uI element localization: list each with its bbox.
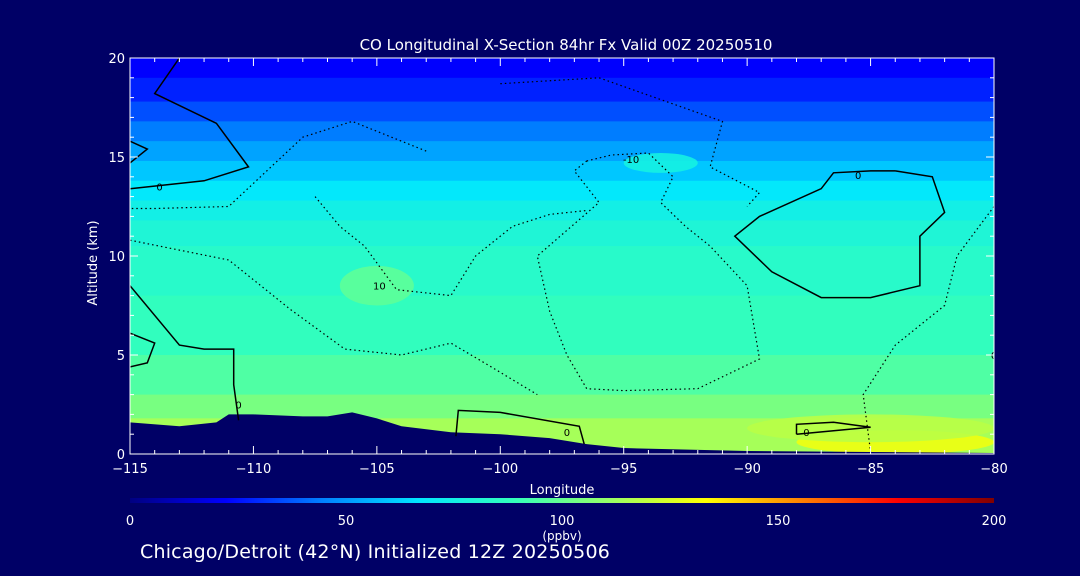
contour-line-zero xyxy=(130,58,250,190)
contour-label: 0 xyxy=(156,183,162,194)
y-tick-label: 15 xyxy=(108,151,125,166)
colorbar-tick-label: 0 xyxy=(126,514,134,529)
contour-label: 0 xyxy=(855,171,861,182)
colorbar: 0 50 100 150 200 xyxy=(126,498,1007,529)
co-patch xyxy=(623,153,698,173)
co-patch xyxy=(339,265,414,306)
contour-line-negative xyxy=(862,206,994,453)
co-band xyxy=(130,220,994,247)
colorbar-unit: (ppbv) xyxy=(542,529,581,543)
colorbar-tick-label: 100 xyxy=(550,514,575,529)
contour-line-zero xyxy=(130,332,156,368)
colorbar-tick-label: 50 xyxy=(338,514,355,529)
x-tick-label: −100 xyxy=(482,462,518,477)
contour-label: 10 xyxy=(373,282,386,293)
contour-label: 0 xyxy=(991,351,997,362)
co-band xyxy=(130,77,994,103)
co-field xyxy=(130,58,994,454)
x-tick-label: −80 xyxy=(980,462,1007,477)
contour-line-zero xyxy=(130,140,149,164)
x-tick-label: −110 xyxy=(236,462,272,477)
colorbar-tick-label: 200 xyxy=(982,514,1007,529)
terrain-mask xyxy=(130,412,994,454)
co-band xyxy=(130,355,994,396)
co-band xyxy=(130,180,994,202)
contour-label: 0 xyxy=(235,401,241,412)
y-tick-label: 5 xyxy=(117,349,125,364)
contour-line-zero xyxy=(795,421,871,435)
colorbar-tick-label: 150 xyxy=(766,514,791,529)
x-tick-label: −105 xyxy=(359,462,395,477)
colorbar-ramp xyxy=(130,498,994,503)
contour-label: 0 xyxy=(803,428,809,439)
x-tick-label: −85 xyxy=(857,462,884,477)
co-band xyxy=(130,295,994,356)
co-band xyxy=(130,200,994,221)
y-tick-label: 0 xyxy=(117,448,125,463)
co-band xyxy=(130,101,994,122)
co-band xyxy=(130,160,994,182)
x-tick-label: −115 xyxy=(112,462,148,477)
chart-title: CO Longitudinal X-Section 84hr Fx Valid … xyxy=(360,36,773,54)
x-tick-label: −90 xyxy=(733,462,760,477)
contour-line-zero xyxy=(455,409,585,445)
contour-lines: 0 -10 0 10 0 0 0 0 xyxy=(130,58,997,453)
contour-line-negative xyxy=(130,120,427,210)
co-band xyxy=(130,246,994,297)
x-axis-label: Longitude xyxy=(530,483,595,498)
contour-line-zero xyxy=(733,170,946,299)
footer-caption: Chicago/Detroit (42°N) Initialized 12Z 2… xyxy=(140,541,611,563)
x-tick-label: −95 xyxy=(610,462,637,477)
contour-line-negative xyxy=(500,77,761,207)
contour-label: 0 xyxy=(564,428,570,439)
co-band xyxy=(130,121,994,142)
contour-label: -10 xyxy=(623,155,639,166)
contour-line-negative xyxy=(130,239,538,396)
y-tick-label: 20 xyxy=(108,52,125,67)
co-band xyxy=(130,58,994,79)
y-axis-label: Altitude (km) xyxy=(86,220,101,305)
co-patch xyxy=(747,414,994,443)
axes: −115 −110 −105 −100 −95 −90 −85 −80 0 5 10 15 20 xyxy=(108,52,1007,477)
contour-line-zero xyxy=(130,285,240,421)
y-tick-label: 10 xyxy=(108,250,125,265)
co-band xyxy=(130,141,994,162)
contour-line-negative xyxy=(536,152,761,392)
